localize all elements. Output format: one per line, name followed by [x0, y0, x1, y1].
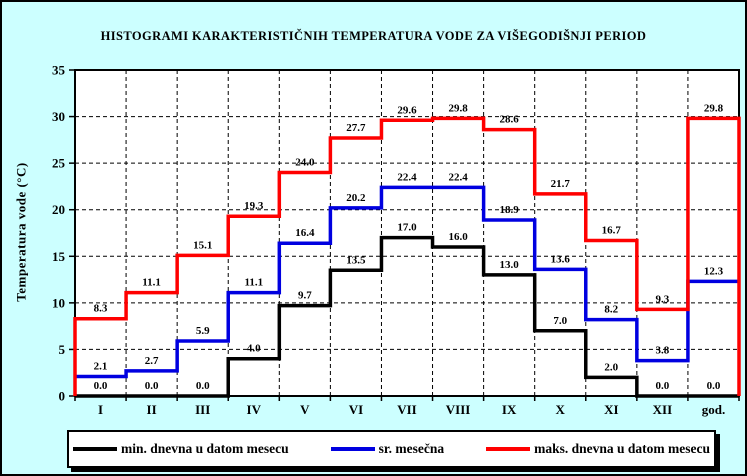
y-tick-label: 15	[52, 249, 66, 264]
value-label: 15.1	[193, 239, 212, 251]
value-label: 29.6	[397, 104, 417, 116]
legend-item-max: maks. dnevna u datom mesecu	[486, 441, 710, 457]
value-label: 17.0	[397, 222, 417, 234]
value-label: 13.5	[346, 254, 366, 266]
value-label: 3.8	[656, 345, 670, 357]
value-label: 12.3	[704, 265, 724, 277]
series-line	[75, 235, 739, 398]
chart-title: HISTOGRAMI KARAKTERISTIČNIH TEMPERATURA …	[100, 29, 647, 43]
x-category-label: I	[98, 402, 103, 417]
value-label: 2.7	[145, 355, 159, 367]
value-label: 27.7	[346, 122, 366, 134]
value-label: 8.3	[94, 303, 108, 315]
value-label: 0.0	[707, 380, 721, 392]
x-category-label: VI	[349, 402, 363, 417]
legend-item-avg: sr. mesečna	[330, 441, 445, 457]
legend: min. dnevna u datom mesecu sr. mesečna m…	[67, 430, 716, 468]
value-label: 22.4	[448, 171, 468, 183]
legend-label-min: min. dnevna u datom mesecu	[120, 441, 289, 456]
value-label: 5.9	[196, 325, 210, 337]
value-label: 2.1	[94, 360, 108, 372]
value-label: 13.0	[500, 259, 520, 271]
value-label: 20.2	[346, 192, 366, 204]
value-label: 18.9	[500, 204, 520, 216]
value-label: 0.0	[145, 380, 159, 392]
value-label: 24.0	[295, 156, 315, 168]
value-label: 28.6	[500, 114, 520, 126]
value-label: 9.3	[656, 293, 670, 305]
value-label: 11.1	[244, 277, 263, 289]
legend-swatch-avg-line-icon	[330, 447, 375, 451]
value-label: 9.7	[298, 290, 312, 302]
value-label: 0.0	[94, 380, 108, 392]
y-tick-label: 25	[52, 156, 66, 171]
series-line	[73, 116, 741, 396]
value-label: 4.0	[247, 343, 261, 355]
value-label: 22.4	[397, 171, 417, 183]
value-label: 29.8	[448, 102, 468, 114]
x-category-label: god.	[702, 402, 725, 417]
value-label: 7.0	[553, 315, 567, 327]
y-tick-label: 0	[59, 389, 66, 404]
x-category-label: IX	[502, 402, 517, 417]
x-category-label: II	[147, 402, 157, 417]
legend-item-min: min. dnevna u datom mesecu	[72, 441, 289, 457]
x-category-label: X	[556, 402, 566, 417]
x-category-label: XI	[604, 402, 618, 417]
x-category-label: VIII	[446, 402, 471, 417]
value-label: 16.7	[602, 224, 622, 236]
x-category-label: XII	[653, 402, 673, 417]
series-line	[75, 185, 739, 379]
value-label: 19.3	[244, 200, 264, 212]
x-category-label: V	[300, 402, 310, 417]
value-label: 2.0	[604, 361, 618, 373]
x-category-label: IV	[247, 402, 262, 417]
value-label: 29.8	[704, 102, 724, 114]
value-label: 0.0	[196, 380, 210, 392]
y-tick-label: 10	[52, 295, 65, 310]
y-tick-label: 20	[52, 202, 65, 217]
legend-label-max: maks. dnevna u datom mesecu	[534, 441, 711, 456]
y-tick-label: 5	[59, 342, 66, 357]
value-label: 11.1	[142, 277, 161, 289]
x-category-label: VII	[397, 402, 417, 417]
value-label: 16.0	[448, 231, 468, 243]
value-label: 13.6	[551, 253, 571, 265]
value-label: 16.4	[295, 227, 315, 239]
value-label: 21.7	[551, 178, 571, 190]
y-tick-label: 30	[52, 109, 65, 124]
y-tick-label: 35	[52, 63, 66, 78]
value-label: 0.0	[656, 380, 670, 392]
legend-swatch-min-line-icon	[72, 447, 117, 451]
legend-swatch-max-line-icon	[486, 447, 531, 451]
legend-label-avg: sr. mesečna	[378, 441, 445, 456]
value-label: 8.2	[604, 304, 618, 316]
x-category-label: III	[195, 402, 210, 417]
